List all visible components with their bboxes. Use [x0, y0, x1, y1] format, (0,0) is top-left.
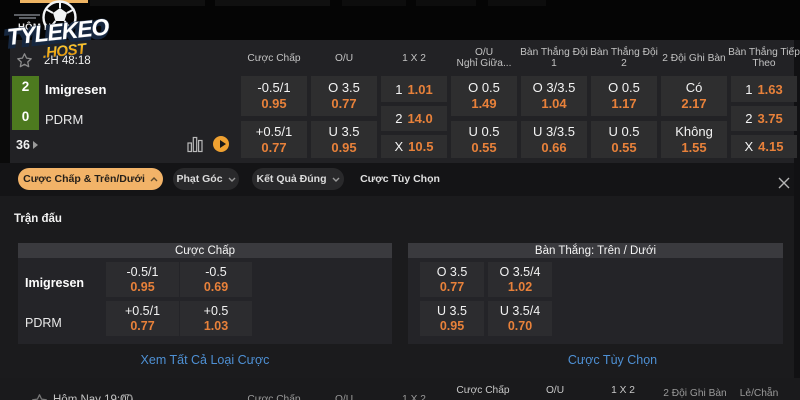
svg-text:.HOST: .HOST: [42, 40, 89, 62]
